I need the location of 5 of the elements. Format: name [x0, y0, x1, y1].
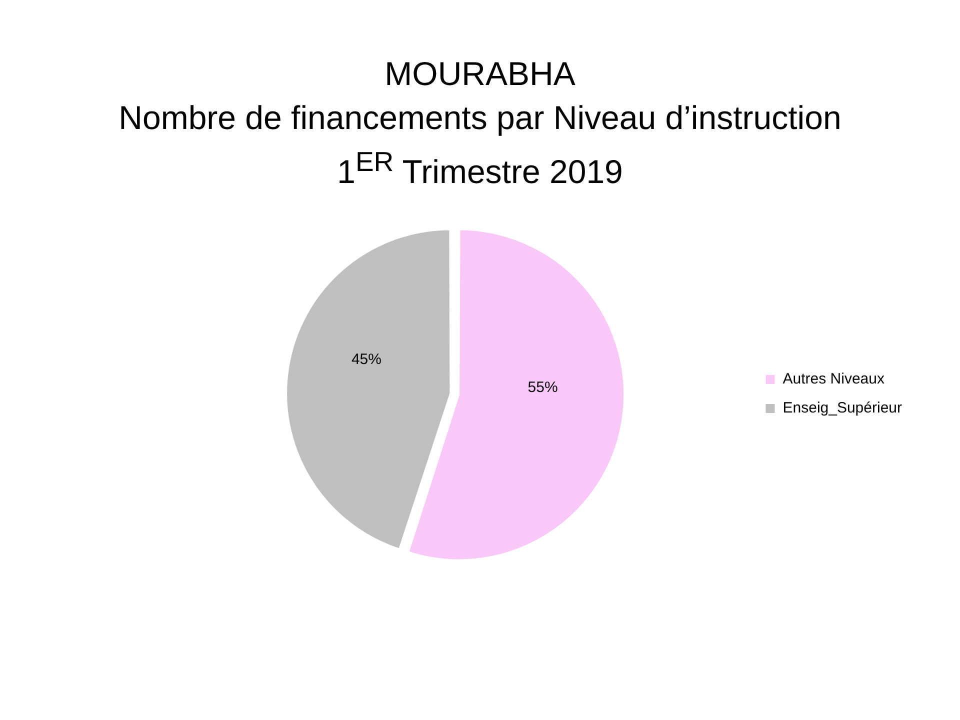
legend-label: Autres Niveaux	[782, 370, 885, 388]
legend-label: Enseig_Supérieur	[782, 400, 902, 417]
chart-title: MOURABHA Nombre de financements par Niveau d’instruction 1$^{ER}$ Trimestre 2019	[118, 54, 842, 192]
data-label: 45%	[351, 351, 382, 368]
data-label: 55%	[528, 379, 558, 396]
